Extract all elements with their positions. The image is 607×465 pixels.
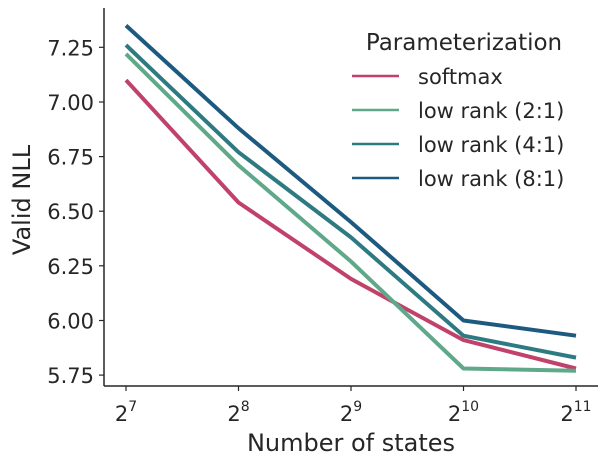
- y-tick-label: 6.50: [47, 200, 94, 224]
- legend-label-2: low rank (4:1): [418, 133, 564, 157]
- x-axis-label: Number of states: [247, 429, 455, 457]
- series-lines: [124, 24, 577, 373]
- legend-title: Parameterization: [366, 30, 562, 56]
- legend-label-1: low rank (2:1): [418, 99, 564, 123]
- y-tick-label: 6.75: [47, 146, 94, 170]
- series-line-3: [124, 24, 577, 338]
- y-tick-label: 6.25: [47, 255, 94, 279]
- y-tick-label: 7.25: [47, 36, 94, 60]
- x-tick-labels: 27 28 29 210 211: [115, 386, 592, 426]
- y-tick-label: 7.00: [47, 91, 94, 115]
- series-line-0: [124, 78, 577, 371]
- x-tick-label: 27: [115, 399, 137, 426]
- x-tick-label: 210: [448, 399, 479, 426]
- y-tick-label: 5.75: [47, 364, 94, 388]
- y-axis-label: Valid NLL: [8, 144, 36, 255]
- legend-label-0: softmax: [418, 65, 503, 89]
- x-tick-label: 29: [340, 399, 362, 426]
- series-line-1: [124, 52, 577, 373]
- legend-items: softmax low rank (2:1) low rank (4:1) low r…: [352, 65, 564, 191]
- legend: Parameterization softmax low rank (2:1) lo…: [352, 30, 564, 191]
- x-tick-label: 211: [560, 399, 591, 426]
- x-tick-label: 28: [227, 399, 249, 426]
- y-tick-labels: 5.75 6.00 6.25 6.50 6.75 7.00 7.25: [47, 36, 104, 388]
- y-tick-label: 6.00: [47, 310, 94, 334]
- legend-label-3: low rank (8:1): [418, 167, 564, 191]
- series-line-2: [124, 43, 577, 360]
